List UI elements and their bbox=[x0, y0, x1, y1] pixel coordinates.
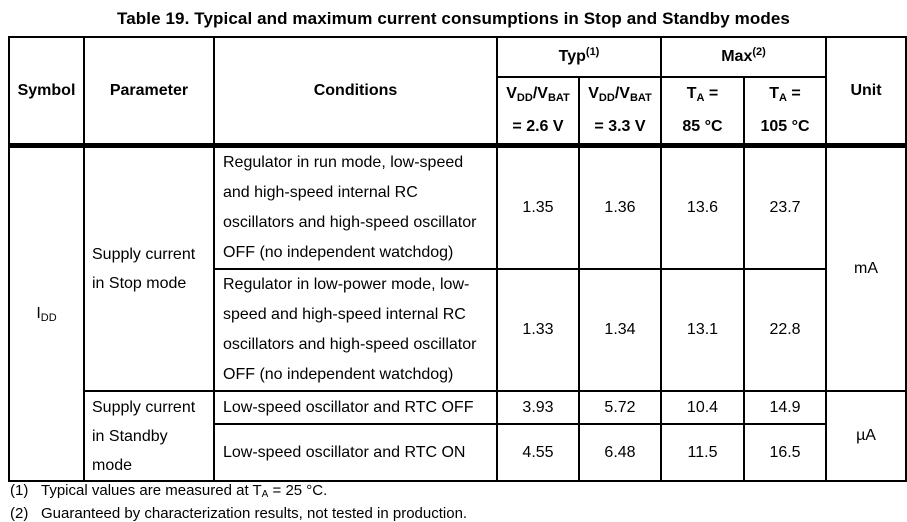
parameter-cell-standby-mode: Supply current in Standby mode bbox=[83, 390, 215, 482]
table-row-standby-rtc-on: Low-speed oscillator and RTC ON 4.55 6.4… bbox=[9, 423, 906, 482]
vdd-sub: DD bbox=[598, 92, 615, 104]
value-typ-2v6: 1.35 bbox=[496, 143, 580, 270]
temperature-value: 85 °C bbox=[682, 118, 723, 135]
col-header-parameter: Parameter bbox=[83, 36, 215, 147]
vdd-sub: DD bbox=[516, 92, 533, 104]
header-row-groups: Symbol Parameter Conditions Typ(1) Max(2… bbox=[8, 36, 907, 147]
ta-sub: A bbox=[696, 92, 705, 104]
table-row-stop-run-mode: IDD Supply current in Stop mode Regulato… bbox=[8, 143, 907, 482]
col-header-ta-105: TA = 105 °C bbox=[742, 76, 828, 147]
header-row-subcols: VDD/VBAT = 2.6 V VDD/VBAT = 3.3 V TA = 8… bbox=[9, 76, 906, 147]
unit-cell-ma: mA bbox=[825, 143, 907, 392]
col-header-conditions: Conditions bbox=[213, 36, 498, 147]
equals-sign: = bbox=[704, 85, 719, 102]
col-header-ta-85: TA = 85 °C bbox=[660, 76, 745, 147]
max-label: Max bbox=[721, 48, 753, 65]
footnote-2-number: (2) bbox=[10, 505, 29, 522]
unit-cell-ua: µA bbox=[825, 390, 907, 482]
vdd-base: V bbox=[506, 85, 517, 102]
ta-sub: A bbox=[779, 92, 787, 104]
value-max-85: 11.5 bbox=[660, 423, 745, 482]
value-max-105: 22.8 bbox=[742, 268, 828, 392]
vdd-base: V bbox=[588, 85, 599, 102]
col-group-typ: Typ(1) bbox=[496, 36, 662, 78]
value-typ-2v6: 3.93 bbox=[496, 390, 580, 425]
footnote-1-text: Typical values are measured at TA = 25 °… bbox=[41, 480, 327, 503]
condition-cell-regulator-lowpower: Regulator in low-power mode, low- speed … bbox=[213, 268, 498, 392]
value-typ-3v3: 6.48 bbox=[578, 423, 662, 482]
condition-cell-regulator-run: Regulator in run mode, low-speed and hig… bbox=[213, 143, 498, 270]
vbat-base: /V bbox=[532, 85, 548, 102]
voltage-value: = 3.3 V bbox=[594, 118, 646, 135]
value-max-85: 13.1 bbox=[660, 268, 745, 392]
value-typ-3v3: 1.34 bbox=[578, 268, 662, 392]
footnote-1-post: = 25 °C. bbox=[268, 482, 328, 499]
col-header-unit: Unit bbox=[825, 36, 907, 147]
col-header-vdd-2v6: VDD/VBAT = 2.6 V bbox=[496, 76, 580, 147]
vbat-sub: BAT bbox=[629, 92, 652, 104]
vbat-base: /V bbox=[614, 85, 630, 102]
col-header-vdd-3v3: VDD/VBAT = 3.3 V bbox=[578, 76, 662, 147]
ta-base: T bbox=[769, 85, 780, 102]
table-row-standby-rtc-off: Supply current in Standby mode Low-speed… bbox=[9, 390, 907, 482]
footnote-1: (1) Typical values are measured at TA = … bbox=[10, 480, 900, 503]
footnote-2-text: Guaranteed by characterization results, … bbox=[41, 503, 467, 522]
ta-base: T bbox=[686, 85, 697, 102]
table-title: Table 19. Typical and maximum current co… bbox=[117, 9, 790, 28]
footnote-2: (2) Guaranteed by characterization resul… bbox=[10, 503, 900, 522]
value-max-105: 23.7 bbox=[742, 143, 828, 270]
col-group-max: Max(2) bbox=[659, 36, 828, 78]
symbol-sub: DD bbox=[40, 312, 57, 324]
value-max-85: 13.6 bbox=[660, 143, 745, 270]
value-typ-2v6: 1.33 bbox=[496, 268, 580, 392]
parameter-cell-stop-mode: Supply current in Stop mode bbox=[83, 143, 215, 392]
condition-cell-rtc-on: Low-speed oscillator and RTC ON bbox=[213, 423, 498, 482]
value-max-105: 14.9 bbox=[742, 390, 828, 425]
footnote-1-pre: Typical values are measured at T bbox=[41, 482, 262, 499]
footnote-ref-1: (1) bbox=[585, 46, 600, 58]
condition-cell-rtc-off: Low-speed oscillator and RTC OFF bbox=[213, 390, 498, 425]
temperature-value: 105 °C bbox=[760, 118, 810, 135]
footnotes: (1) Typical values are measured at TA = … bbox=[10, 480, 900, 522]
footnote-1-sub: A bbox=[261, 489, 269, 500]
value-typ-2v6: 4.55 bbox=[496, 423, 580, 482]
symbol-base: I bbox=[36, 305, 41, 322]
value-max-105: 16.5 bbox=[742, 423, 828, 482]
value-typ-3v3: 1.36 bbox=[578, 143, 662, 270]
footnote-2-pre: Guaranteed by characterization results, … bbox=[41, 505, 468, 522]
typ-label: Typ bbox=[558, 48, 586, 65]
col-header-symbol: Symbol bbox=[8, 36, 85, 147]
footnote-1-number: (1) bbox=[10, 482, 29, 499]
vbat-sub: BAT bbox=[547, 92, 570, 104]
symbol-cell-idd: IDD bbox=[8, 143, 85, 482]
current-consumption-table: Symbol Parameter Conditions Typ(1) Max(2… bbox=[8, 36, 907, 482]
table-row-stop-lowpower-mode: Regulator in low-power mode, low- speed … bbox=[9, 268, 906, 392]
value-typ-3v3: 5.72 bbox=[578, 390, 662, 425]
voltage-value: = 2.6 V bbox=[512, 118, 564, 135]
footnote-ref-2: (2) bbox=[752, 46, 766, 58]
equals-sign: = bbox=[786, 85, 801, 102]
value-max-85: 10.4 bbox=[660, 390, 745, 425]
